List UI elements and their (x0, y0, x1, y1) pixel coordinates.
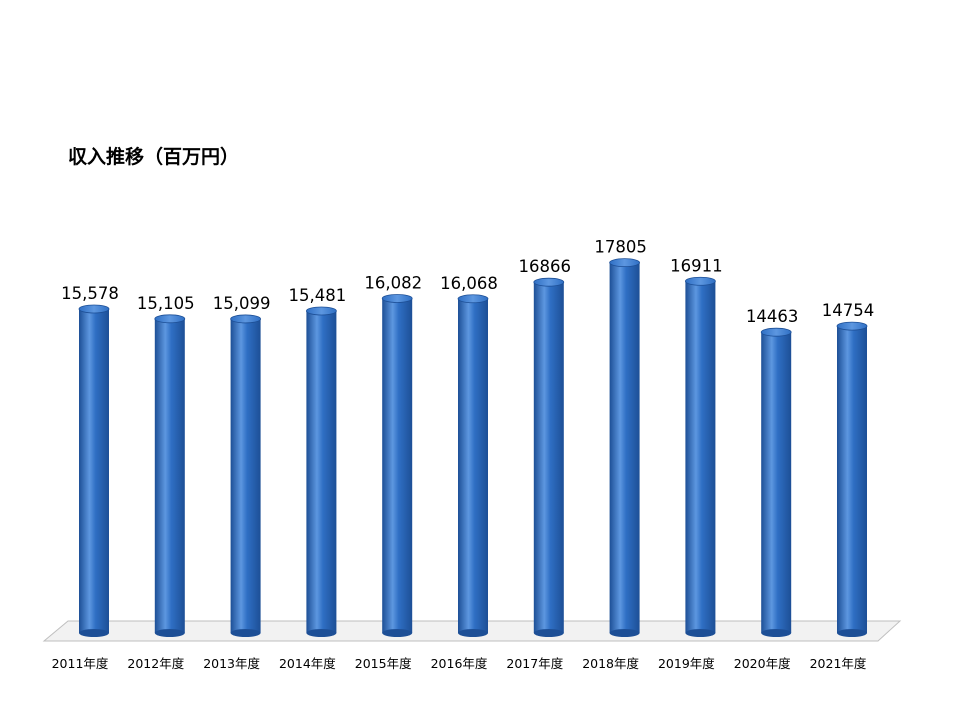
x-tick-label: 2015年度 (355, 656, 412, 671)
bar-top (836, 321, 868, 331)
bar-body (609, 262, 640, 633)
x-axis-ticks-layer: 2011年度 2012年度 2013年度 2014年度 2015年度 2016年度 2017… (52, 656, 867, 671)
bar-2013年度 (230, 314, 262, 637)
data-label: 15,105 (137, 294, 195, 313)
bars-layer (78, 258, 868, 637)
x-tick-label: 2016年度 (431, 656, 488, 671)
bar-bottom (230, 629, 261, 637)
data-label: 16,082 (364, 273, 422, 292)
data-label: 15,481 (289, 286, 347, 305)
bar-bottom (154, 629, 185, 637)
bar-bottom (533, 629, 564, 637)
bar-body (837, 326, 867, 633)
bar-2015年度 (381, 294, 413, 637)
bar-bottom (761, 629, 792, 637)
data-label: 15,099 (213, 294, 271, 313)
data-label: 16866 (519, 257, 572, 276)
bar-body (154, 318, 185, 633)
x-tick-label: 2014年度 (279, 656, 336, 671)
x-tick-label: 2018年度 (582, 656, 639, 671)
bar-2018年度 (609, 258, 640, 637)
bar-top (457, 294, 489, 304)
bar-top (760, 327, 792, 337)
bar-2011年度 (78, 304, 110, 637)
x-tick-label: 2012年度 (127, 656, 184, 671)
x-tick-label: 2017年度 (506, 656, 563, 671)
bar-2021年度 (836, 321, 868, 637)
data-label: 14754 (822, 301, 875, 320)
bar-body (761, 332, 792, 633)
bar-2019年度 (685, 276, 716, 637)
bar-top (381, 294, 413, 303)
data-label: 16911 (670, 256, 723, 275)
x-tick-label: 2021年度 (810, 656, 867, 671)
data-label: 17805 (594, 238, 647, 257)
bar-top (154, 314, 186, 324)
bar-bottom (382, 629, 413, 637)
data-label: 14463 (746, 307, 799, 326)
bar-2017年度 (533, 277, 565, 637)
bar-body (458, 298, 488, 633)
bar-2020年度 (760, 327, 792, 637)
bar-body (306, 310, 337, 633)
bar-bottom (79, 629, 109, 637)
bar-bottom (609, 629, 640, 637)
chart-title: 収入推移（百万円） (68, 145, 239, 168)
data-labels-layer: 15,578 15,105 15,099 15,481 16,082 16,068 1686… (61, 238, 874, 327)
bar-body (382, 298, 413, 633)
bar-top (78, 304, 110, 314)
x-tick-label: 2011年度 (52, 656, 109, 671)
bar-bottom (458, 629, 488, 637)
bar-2014年度 (305, 306, 337, 637)
bar-body (230, 318, 261, 633)
bar-body (79, 308, 109, 633)
bar-body (685, 281, 716, 633)
bar-body (533, 282, 564, 633)
bar-top (685, 276, 716, 286)
x-tick-label: 2013年度 (203, 656, 260, 671)
x-tick-label: 2019年度 (658, 656, 715, 671)
bar-top (609, 258, 640, 268)
bar-bottom (837, 629, 867, 637)
bar-2016年度 (457, 294, 489, 637)
bar-2012年度 (154, 314, 186, 637)
bar-bottom (306, 629, 337, 637)
data-label: 15,578 (61, 284, 119, 303)
x-tick-label: 2020年度 (734, 656, 791, 671)
bar-top (305, 306, 337, 316)
bar-top (230, 314, 262, 324)
data-label: 16,068 (440, 274, 498, 293)
bar-bottom (685, 629, 716, 637)
bar-top (533, 277, 565, 287)
